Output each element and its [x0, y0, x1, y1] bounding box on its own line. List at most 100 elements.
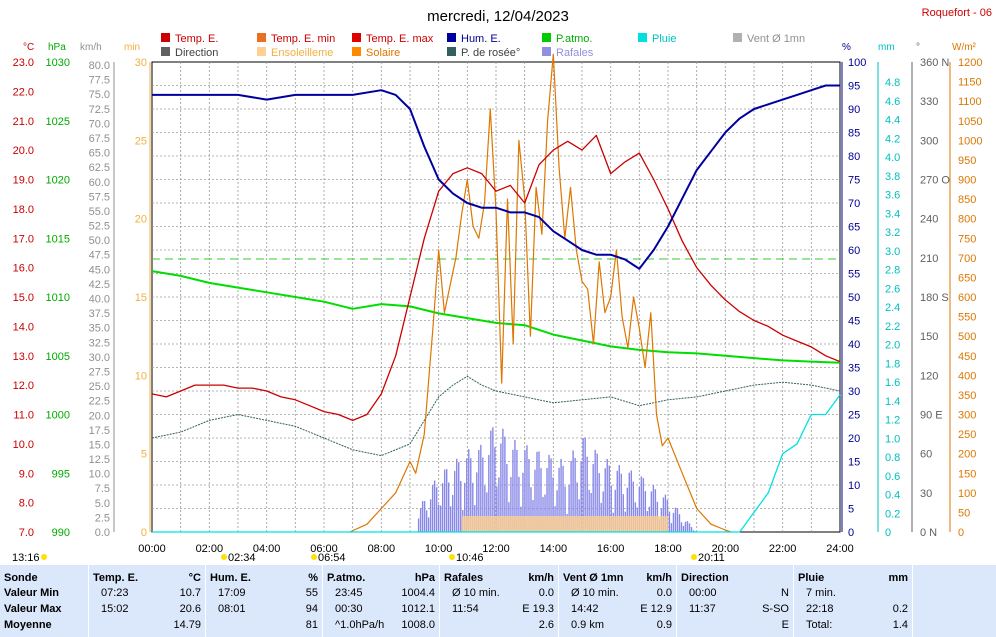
temperature-line — [151, 134, 841, 422]
hdr-rain: Pluie — [798, 572, 825, 584]
tick-hum: 80 — [848, 151, 860, 163]
tick-x: 12:00 — [482, 543, 510, 555]
tick-rain: 4.0 — [885, 152, 900, 164]
tick-wind: 35.0 — [89, 323, 110, 335]
wind-avg-val: 0.9 — [656, 619, 672, 631]
tick-sun: 5 — [141, 449, 147, 461]
tick-wind: 37.5 — [89, 308, 110, 320]
tick-rain: 3.4 — [885, 208, 900, 220]
tick-wind: 45.0 — [89, 264, 110, 276]
legend-swatch — [257, 47, 266, 56]
tick-solar: 500 — [958, 331, 976, 343]
tick-rain: 2.4 — [885, 302, 900, 314]
pres-avg-val: 1008.0 — [401, 619, 435, 631]
legend-label: Rafales — [556, 47, 594, 59]
tick-rain: 0.4 — [885, 490, 900, 502]
hum-min-val: 55 — [305, 587, 318, 599]
pres-max-val: 1012.1 — [401, 603, 435, 615]
plot-grid — [151, 61, 841, 533]
rain-max-val: 0.2 — [892, 603, 908, 615]
rain-max-time: 22:18 — [806, 603, 834, 615]
tick-pres: 995 — [52, 468, 70, 480]
legend-label: Temp. E. min — [271, 33, 335, 45]
tick-wind: 57.5 — [89, 191, 110, 203]
tick-hum: 50 — [848, 292, 860, 304]
tick-hum: 25 — [848, 410, 860, 422]
tick-pres: 1005 — [46, 351, 70, 363]
col-dir: Direction 00:00 N 11:37 S-SO E — [677, 565, 794, 637]
tick-hum: 65 — [848, 222, 860, 234]
tick-hum: 60 — [848, 245, 860, 257]
hum-avg-val: 81 — [305, 619, 318, 631]
hdr-sonde: Sonde — [4, 572, 38, 584]
tick-wind: 7.5 — [95, 483, 110, 495]
tick-wind: 50.0 — [89, 235, 110, 247]
tick-temp: 22.0 — [13, 86, 34, 98]
legend-label: Direction — [175, 47, 218, 59]
hum-max-val: 94 — [305, 603, 318, 615]
hdr-pres: P.atmo. — [327, 572, 366, 584]
wind-avg-time: 0.9 km — [571, 619, 605, 631]
tick-temp: 16.0 — [13, 263, 34, 275]
tick-temp: 20.0 — [13, 145, 34, 157]
tick-dir: 0 N — [920, 527, 937, 539]
legend-swatch — [542, 33, 551, 42]
tick-temp: 10.0 — [13, 439, 34, 451]
tick-hum: 5 — [848, 504, 854, 516]
legend-swatch — [161, 33, 170, 42]
series-lines — [151, 53, 841, 533]
axis-units: °C hPa km/h min % mm ° W/m² — [23, 42, 977, 53]
tick-wind: 5.0 — [95, 498, 110, 510]
tick-rain: 2.8 — [885, 265, 900, 277]
tick-solar: 550 — [958, 312, 976, 324]
hum-max-time: 08:01 — [218, 603, 246, 615]
tick-wind: 10.0 — [89, 469, 110, 481]
sun-icon — [41, 554, 47, 560]
sun-event-label: 20:11 — [698, 552, 725, 564]
tick-hum: 70 — [848, 198, 860, 210]
tick-solar: 200 — [958, 449, 976, 461]
tick-hum: 0 — [848, 527, 854, 539]
hdr-rain-unit: mm — [888, 572, 908, 584]
tick-wind: 75.0 — [89, 89, 110, 101]
tick-wind: 62.5 — [89, 162, 110, 174]
tick-wind: 65.0 — [89, 148, 110, 160]
hdr-gust-unit: km/h — [528, 572, 554, 584]
tick-rain: 4.4 — [885, 115, 900, 127]
tick-temp: 7.0 — [19, 527, 34, 539]
tick-rain: 1.0 — [885, 433, 900, 445]
gust-avg-val: 2.6 — [538, 619, 554, 631]
sun-icon — [311, 554, 317, 560]
wind-min-time: Ø 10 min. — [571, 587, 619, 599]
hdr-temp: Temp. E. — [93, 572, 139, 584]
tick-rain: 3.8 — [885, 171, 900, 183]
tick-rain: 2.2 — [885, 321, 900, 333]
legend-label: P. de rosée° — [461, 47, 520, 59]
tick-rain: 0.6 — [885, 471, 900, 483]
unit-pres: hPa — [48, 42, 66, 53]
tick-temp: 9.0 — [19, 468, 34, 480]
legend-label: Temp. E. — [175, 33, 218, 45]
rain-avg-time: Total: — [806, 619, 833, 631]
tick-temp: 15.0 — [13, 292, 34, 304]
pres-min-time: 23:45 — [335, 587, 363, 599]
unit-solar: W/m² — [952, 42, 977, 53]
tick-solar: 900 — [958, 175, 976, 187]
tick-wind: 25.0 — [89, 381, 110, 393]
dewpoint-line — [151, 375, 841, 457]
tick-rain: 1.8 — [885, 358, 900, 370]
tick-rain: 0.8 — [885, 452, 900, 464]
legend: Temp. E. Temp. E. min Temp. E. max Hum. E. P… — [161, 33, 805, 59]
tick-wind: 70.0 — [89, 118, 110, 130]
tick-pres: 1000 — [46, 410, 70, 422]
tick-hum: 85 — [848, 128, 860, 140]
tick-rain: 2.6 — [885, 283, 900, 295]
tick-solar: 300 — [958, 410, 976, 422]
legend-label: Solaire — [366, 47, 400, 59]
sunshine-area — [461, 516, 668, 532]
legend-label: Temp. E. max — [366, 33, 434, 45]
col-sonde: Sonde Valeur Min Valeur Max Moyenne — [0, 565, 89, 637]
tick-rain: 1.2 — [885, 415, 900, 427]
tick-sun: 10 — [135, 370, 147, 382]
wind-max-val: E 12.9 — [640, 603, 672, 615]
